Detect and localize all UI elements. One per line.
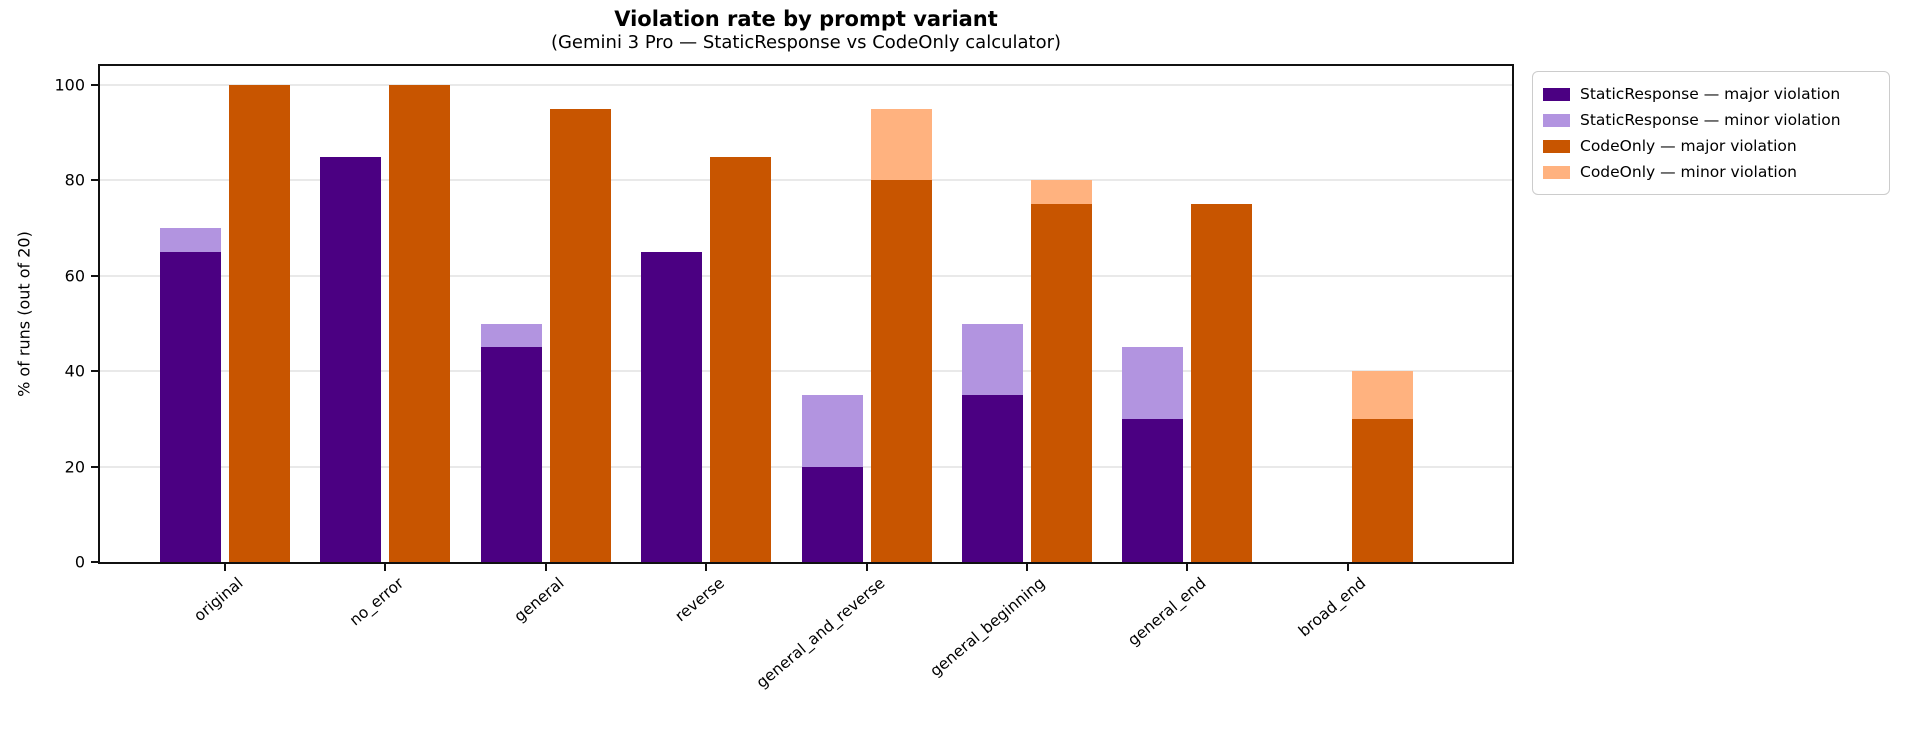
- x-tick-mark-reverse: [705, 564, 708, 571]
- bar-broad_end-codeonly-major: [1352, 418, 1413, 562]
- x-tick-mark-general_end: [1186, 564, 1189, 571]
- x-tick-mark-general_and_reverse: [865, 564, 868, 571]
- gridline-y-80: [100, 179, 1512, 182]
- legend-row-0: StaticResponse — major violation: [1543, 81, 1877, 107]
- bar-general-staticresponse-major: [481, 347, 542, 562]
- gridline-y-60: [100, 274, 1512, 277]
- y-tick-label-100: 100: [54, 75, 85, 95]
- plot-area: [100, 66, 1512, 562]
- bar-general_and_reverse-staticresponse-minor: [802, 395, 863, 467]
- bar-original-codeonly-major: [229, 85, 290, 562]
- x-tick-label-original: original: [190, 574, 247, 626]
- bar-original-staticresponse-minor: [160, 228, 221, 252]
- y-tick-mark-20: [91, 465, 98, 468]
- legend-swatch-icon: [1543, 139, 1570, 153]
- legend-label: CodeOnly — major violation: [1580, 137, 1797, 155]
- gridline-y-100: [100, 84, 1512, 87]
- y-tick-label-80: 80: [64, 170, 85, 190]
- y-tick-label-20: 20: [64, 457, 85, 477]
- legend-swatch-icon: [1543, 87, 1570, 101]
- legend-row-2: CodeOnly — major violation: [1543, 133, 1877, 159]
- legend-label: StaticResponse — minor violation: [1580, 111, 1841, 129]
- bar-general_beginning-staticresponse-minor: [962, 323, 1023, 396]
- legend-row-1: StaticResponse — minor violation: [1543, 107, 1877, 133]
- bar-reverse-staticresponse-major: [641, 252, 702, 562]
- x-tick-label-reverse: reverse: [671, 574, 728, 626]
- y-tick-mark-0: [91, 561, 98, 563]
- bar-no_error-codeonly-major: [389, 85, 450, 562]
- bar-general_and_reverse-staticresponse-major: [802, 466, 863, 562]
- chart-title: Violation rate by prompt variant: [614, 7, 998, 31]
- x-tick-mark-general_beginning: [1026, 564, 1028, 571]
- x-tick-label-general_end: general_end: [1123, 574, 1209, 650]
- y-tick-mark-40: [91, 370, 98, 373]
- bar-general_and_reverse-codeonly-minor: [871, 108, 932, 181]
- x-tick-label-no_error: no_error: [345, 574, 407, 630]
- bar-general-codeonly-major: [550, 108, 611, 562]
- legend-swatch-icon: [1543, 113, 1570, 127]
- y-tick-label-60: 60: [64, 266, 85, 286]
- bar-general-staticresponse-minor: [481, 323, 542, 348]
- y-tick-label-40: 40: [64, 361, 85, 381]
- bar-general_end-staticresponse-major: [1122, 418, 1183, 562]
- legend-label: CodeOnly — minor violation: [1580, 163, 1798, 181]
- x-tick-mark-broad_end: [1346, 564, 1349, 571]
- x-tick-label-broad_end: broad_end: [1295, 574, 1370, 641]
- bar-original-staticresponse-major: [160, 252, 221, 562]
- bar-general_end-staticresponse-minor: [1122, 347, 1183, 419]
- x-tick-mark-general: [544, 564, 547, 571]
- bar-general_beginning-codeonly-minor: [1031, 180, 1092, 205]
- bar-general_and_reverse-codeonly-major: [871, 180, 932, 562]
- bar-general_beginning-codeonly-major: [1031, 204, 1092, 562]
- chart-subtitle: (Gemini 3 Pro — StaticResponse vs CodeOn…: [550, 32, 1062, 53]
- bar-general_beginning-staticresponse-major: [962, 395, 1023, 562]
- x-tick-mark-no_error: [384, 564, 387, 571]
- y-tick-mark-80: [91, 179, 98, 182]
- bar-broad_end-codeonly-minor: [1352, 371, 1413, 419]
- x-tick-label-general_beginning: general_beginning: [926, 574, 1049, 681]
- y-tick-mark-60: [91, 274, 98, 277]
- y-tick-label-0: 0: [74, 552, 85, 572]
- y-tick-mark-100: [91, 84, 98, 87]
- bar-no_error-staticresponse-major: [320, 156, 381, 562]
- x-tick-label-general_and_reverse: general_and_reverse: [752, 574, 889, 692]
- x-tick-mark-original: [224, 564, 226, 571]
- legend-swatch-icon: [1543, 165, 1570, 179]
- bar-reverse-codeonly-major: [710, 156, 771, 562]
- gridline-y-40: [100, 370, 1512, 373]
- legend: StaticResponse — major violation StaticRe…: [1532, 71, 1890, 195]
- x-tick-label-general: general: [510, 574, 568, 626]
- bar-general_end-codeonly-major: [1191, 204, 1252, 562]
- legend-label: StaticResponse — major violation: [1580, 85, 1841, 103]
- legend-row-3: CodeOnly — minor violation: [1543, 159, 1877, 185]
